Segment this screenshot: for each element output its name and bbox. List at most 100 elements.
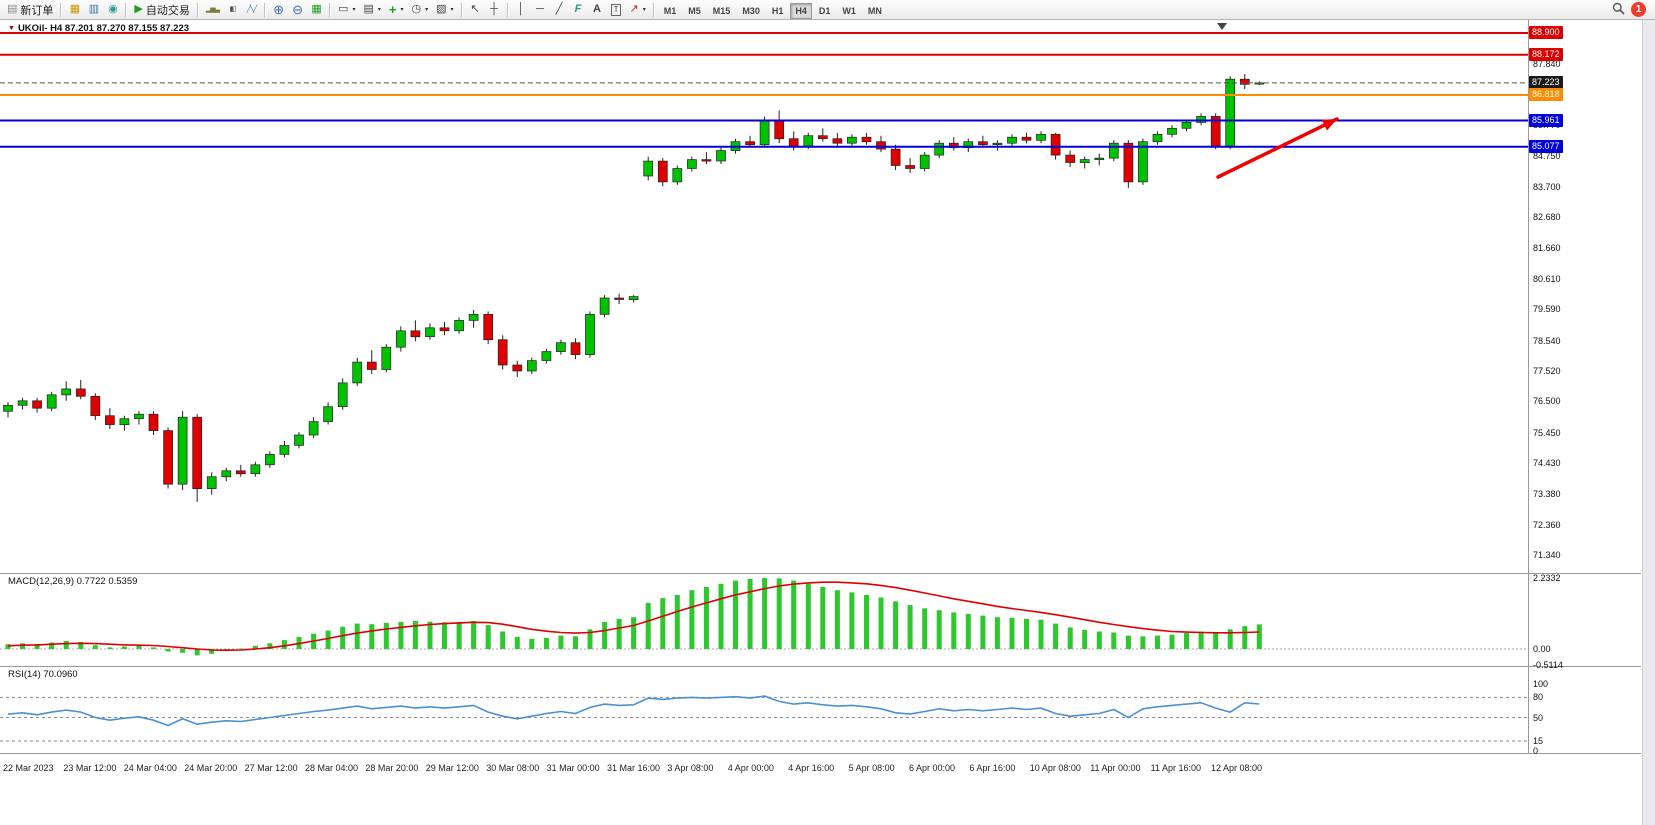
- candle-body: [90, 395, 101, 417]
- candle-body: [643, 160, 654, 177]
- search-icon: [1612, 2, 1625, 18]
- candle-body: [439, 327, 450, 332]
- candle-chart-button[interactable]: ▮▯: [223, 1, 242, 18]
- timeframe-m5-button[interactable]: M5: [683, 3, 706, 19]
- tile-windows-button[interactable]: ▦: [307, 1, 326, 18]
- candle-body: [832, 138, 843, 144]
- macd-histogram-bar: [573, 636, 578, 649]
- candle-body: [352, 361, 363, 384]
- macd-histogram-bar: [1053, 623, 1059, 649]
- macd-tick-label: 2.2332: [1533, 572, 1561, 583]
- timeframe-w1-button[interactable]: W1: [837, 3, 861, 19]
- templates-button[interactable]: ▧ ▾: [432, 1, 457, 18]
- indicators-icon: +: [388, 2, 397, 17]
- zoom-in-button[interactable]: ⊕: [269, 1, 288, 18]
- macd-histogram-bar: [602, 622, 608, 649]
- macd-histogram-bar: [1198, 631, 1204, 649]
- arrows-tool-button[interactable]: ↗ ▾: [626, 1, 650, 18]
- timeframe-m1-button[interactable]: M1: [659, 3, 682, 19]
- candle-body: [32, 400, 42, 409]
- horizontal-line-icon: ─: [536, 3, 544, 15]
- price-level-label: 86.818: [1529, 88, 1563, 101]
- toolbar-separator: [60, 2, 63, 17]
- macd-histogram-bar: [1096, 631, 1102, 649]
- fibonacci-tool-button[interactable]: F: [569, 1, 588, 18]
- macd-histogram-bar: [660, 598, 666, 649]
- zoom-out-button[interactable]: ⊖: [288, 1, 307, 18]
- periods-button[interactable]: ◷ ▾: [407, 1, 432, 18]
- vline-tool-button[interactable]: │: [512, 1, 531, 18]
- data-window-icon: ◉: [108, 3, 118, 15]
- cursor-button[interactable]: ↖: [466, 1, 485, 18]
- hline-tool-button[interactable]: ─: [531, 1, 550, 18]
- data-window-button[interactable]: ◉: [103, 1, 122, 18]
- candle-body: [410, 330, 421, 338]
- symbol-marker-icon: ▼: [8, 25, 15, 32]
- candle-body: [206, 476, 217, 489]
- macd-histogram-bar: [340, 626, 346, 649]
- candle-body: [308, 421, 319, 436]
- time-label: 29 Mar 12:00: [425, 763, 479, 773]
- macd-histogram-bar: [442, 622, 447, 649]
- text-tool-button[interactable]: A: [588, 1, 607, 18]
- time-label: 12 Apr 08:00: [1211, 763, 1263, 773]
- panel-divider[interactable]: [0, 666, 1641, 667]
- time-label: 28 Mar 04:00: [305, 763, 359, 773]
- candle-body: [614, 297, 624, 300]
- chevron-down-icon: ▾: [450, 6, 454, 13]
- candle-body: [1036, 133, 1046, 141]
- candle-body: [890, 148, 901, 166]
- indicators-button[interactable]: + ▾: [385, 1, 408, 18]
- time-label: 24 Mar 20:00: [184, 763, 238, 773]
- crosshair-button[interactable]: ┼: [485, 1, 504, 18]
- toolbar-separator: [125, 2, 128, 17]
- notification-badge[interactable]: 1: [1631, 2, 1646, 17]
- main-chart[interactable]: [0, 20, 1528, 573]
- candle-body: [585, 314, 595, 355]
- rsi-panel[interactable]: [0, 666, 1528, 753]
- search-button[interactable]: [1608, 1, 1629, 18]
- time-label: 11 Apr 00:00: [1090, 763, 1141, 773]
- timeframe-h1-button[interactable]: H1: [767, 3, 789, 19]
- textbox-tool-button[interactable]: T: [607, 1, 626, 18]
- profiles-button[interactable]: ▤ ▾: [359, 1, 384, 18]
- bar-chart-button[interactable]: ▂▅▃: [202, 1, 223, 18]
- panel-divider[interactable]: [0, 573, 1641, 574]
- candle-body: [803, 135, 814, 147]
- autotrade-button[interactable]: ▶ 自动交易: [130, 1, 193, 18]
- macd-histogram-bar: [151, 647, 156, 649]
- timeframe-m15-button[interactable]: M15: [708, 3, 736, 19]
- price-tick-label: 78.540: [1533, 335, 1561, 346]
- macd-panel[interactable]: [0, 573, 1528, 666]
- charts-button[interactable]: ▦: [65, 1, 84, 18]
- candle-body: [716, 150, 726, 162]
- candle-body: [1196, 116, 1206, 123]
- candle-body: [1079, 159, 1090, 163]
- time-label: 31 Mar 00:00: [546, 763, 600, 773]
- timeframe-h4-button[interactable]: H4: [790, 2, 812, 19]
- toolbar-separator: [460, 2, 463, 17]
- line-chart-button[interactable]: ╱╲╱: [242, 1, 261, 18]
- scrollbar[interactable]: [1642, 20, 1655, 825]
- macd-histogram-bar: [951, 612, 957, 649]
- trend-arrow[interactable]: [1216, 117, 1339, 179]
- macd-histogram-bar: [485, 625, 491, 649]
- candle-body: [672, 168, 683, 183]
- macd-histogram-bar: [762, 578, 768, 649]
- timeframe-d1-button[interactable]: D1: [814, 3, 836, 19]
- price-tick-label: 75.450: [1533, 427, 1561, 438]
- new-order-button[interactable]: ▤ 新订单: [3, 1, 57, 18]
- time-label: 10 Apr 08:00: [1029, 763, 1081, 773]
- macd-histogram-bar: [718, 583, 724, 649]
- trendline-tool-button[interactable]: ╱: [550, 1, 569, 18]
- candle-body: [366, 361, 377, 370]
- market-watch-button[interactable]: ▥: [84, 1, 103, 18]
- price-level-label: 88.900: [1529, 26, 1563, 39]
- new-chart-button[interactable]: ▭ ▾: [334, 1, 359, 18]
- timeframe-mn-button[interactable]: MN: [863, 3, 887, 19]
- macd-histogram-bar: [427, 621, 433, 649]
- macd-histogram-bar: [820, 587, 826, 649]
- price-tick-label: 87.840: [1533, 58, 1561, 69]
- timeframe-m30-button[interactable]: M30: [737, 3, 765, 19]
